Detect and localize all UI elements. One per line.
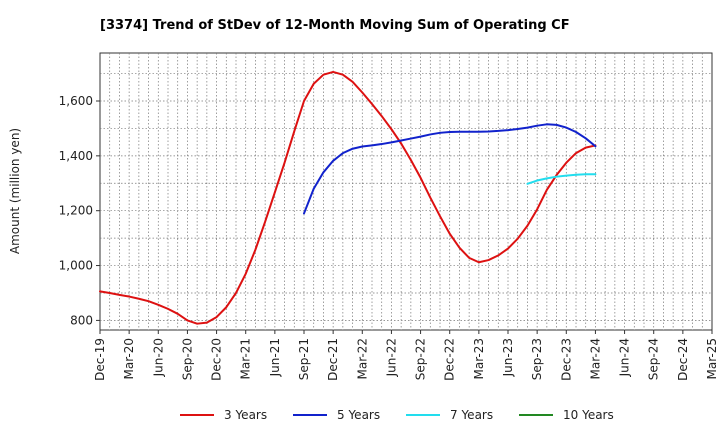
plot-frame	[99, 52, 713, 331]
chart-title: [3374] Trend of StDev of 12-Month Moving…	[100, 18, 570, 33]
y-tick-label: 1,400	[59, 149, 93, 163]
x-tick-label: Mar-25	[705, 338, 719, 379]
x-tick-label: Sep-21	[297, 338, 311, 380]
x-tick-label: Sep-22	[414, 338, 428, 380]
legend-label: 3 Years	[224, 408, 267, 422]
x-tick-label: Dec-19	[93, 338, 107, 381]
legend: 3 Years 5 Years 7 Years 10 Years	[180, 408, 614, 422]
x-tick-label: Jun-20	[151, 338, 165, 377]
x-tick-label: Dec-23	[559, 338, 573, 381]
x-tick-label: Mar-24	[588, 338, 602, 379]
y-tick-label: 800	[70, 313, 93, 327]
y-tick-label: 1,200	[59, 204, 93, 218]
legend-label: 7 Years	[450, 408, 493, 422]
y-tick-label: 1,000	[59, 259, 93, 273]
series-line-5-years	[303, 123, 597, 215]
x-tick-label: Jun-21	[268, 338, 282, 377]
x-tick-label: Dec-20	[210, 338, 224, 381]
x-tick-label: Sep-24	[647, 338, 661, 380]
x-tick-label: Sep-23	[530, 338, 544, 380]
x-tick-label: Jun-22	[384, 338, 398, 377]
series-line-3-years	[99, 70, 597, 325]
x-tick-label: Dec-24	[676, 338, 690, 381]
x-tick-label: Mar-23	[472, 338, 486, 379]
x-tick-label: Jun-23	[501, 338, 515, 377]
x-tick-label: Dec-21	[326, 338, 340, 381]
x-tick-label: Dec-22	[443, 338, 457, 381]
plot-area: 800 1,000 1,200 1,400 1,600 Dec-19 Mar-20 Jun-2…	[59, 52, 719, 381]
x-tick-label: Sep-20	[180, 338, 194, 380]
x-tick-label: Mar-20	[122, 338, 136, 379]
series-line-7-years	[526, 173, 597, 185]
x-tick-label: Mar-21	[239, 338, 253, 379]
legend-label: 5 Years	[337, 408, 380, 422]
x-tick-label: Jun-24	[618, 338, 632, 377]
legend-label: 10 Years	[563, 408, 614, 422]
y-axis-label: Amount (million yen)	[8, 128, 22, 254]
y-tick-label: 1,600	[59, 94, 93, 108]
x-tick-label: Mar-22	[355, 338, 369, 379]
